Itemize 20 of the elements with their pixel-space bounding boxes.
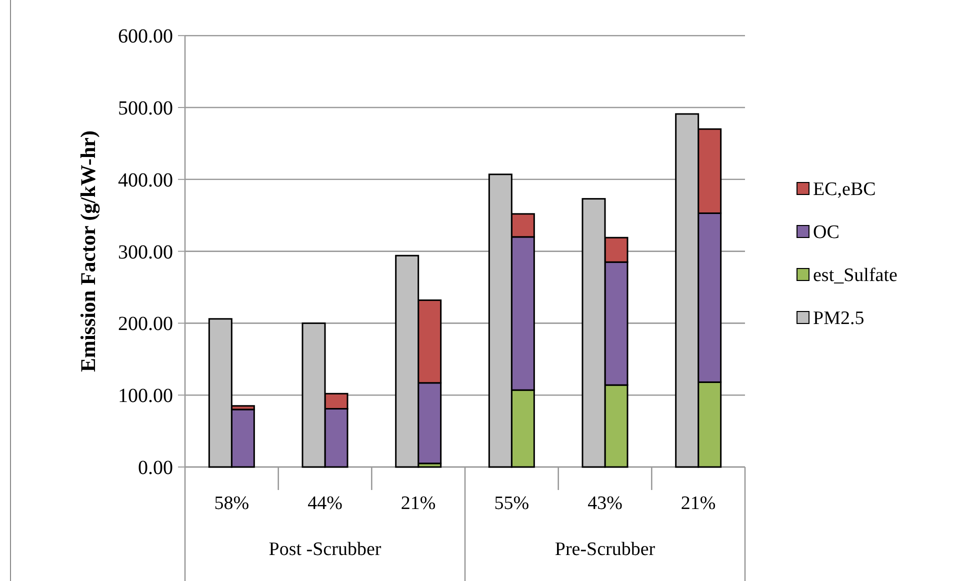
y-tick-label: 0.00	[138, 457, 173, 479]
x-tick-label: 43%	[588, 493, 623, 514]
x-tick-label: 55%	[494, 493, 530, 514]
y-tick-label: 100.00	[118, 385, 173, 408]
legend-label: EC,eBC	[813, 179, 876, 200]
y-tick-label: 600.00	[118, 26, 173, 48]
text: Pre-Scrubber	[554, 539, 656, 560]
y-tick-label: 300.00	[118, 241, 173, 264]
x-tick-label: 44%	[308, 493, 343, 514]
x-tick-label: 21%	[400, 493, 436, 514]
y-tick-label: 200.00	[118, 313, 173, 336]
x-tick-label: 58%	[214, 493, 250, 514]
y-tick-label: 400.00	[118, 169, 173, 192]
legend-label: OC	[813, 222, 840, 244]
legend-label: PM2.5	[813, 308, 864, 330]
text: Post -Scrubber	[268, 539, 382, 560]
legend-label: est_Sulfate	[813, 265, 898, 286]
x-tick-label: 21%	[680, 493, 716, 514]
y-tick-label: 500.00	[118, 98, 173, 120]
y-axis-title: Emission Factor (g/kW-hr)	[76, 130, 100, 372]
